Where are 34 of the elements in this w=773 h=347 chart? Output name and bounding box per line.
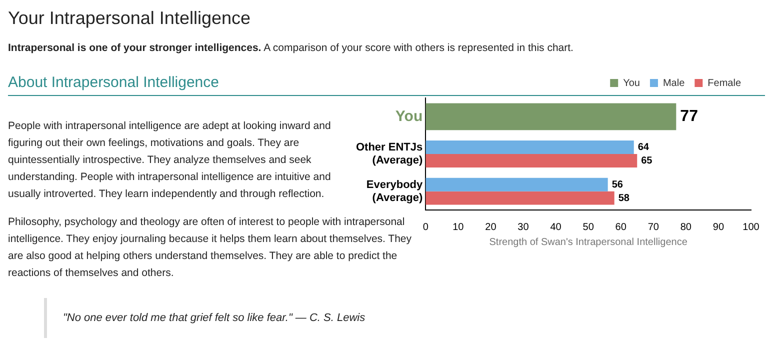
- x-tick-label: 70: [648, 222, 660, 233]
- x-tick-label: 30: [518, 222, 530, 233]
- bar: [426, 178, 608, 192]
- y-tick-label: Other ENTJs (Average): [356, 141, 423, 167]
- y-tick-label: Everybody (Average): [366, 178, 424, 204]
- data-label: 77: [680, 108, 698, 126]
- x-tick-label: 0: [422, 222, 429, 233]
- legend-label: You: [623, 78, 640, 89]
- bar: [426, 140, 634, 154]
- legend-label: Male: [662, 78, 686, 89]
- bar: [426, 103, 676, 130]
- text: Your Intrapersonal Intelligence: [8, 8, 250, 29]
- text: About Intrapersonal Intelligence: [8, 74, 219, 91]
- x-tick-label: 90: [712, 222, 724, 233]
- legend-label: Female: [708, 78, 742, 89]
- bar: [426, 154, 638, 168]
- text: "No one ever told me that grief felt so like fear." — C. S. Lewis: [44, 298, 563, 338]
- x-tick-label: 80: [680, 222, 692, 233]
- x-tick-label: 10: [452, 222, 464, 233]
- text: People with intrapersonal intelligence are adept at looking inward and figuring out their own feelings, motivations and goals. They are quintessentially introspective. They analyze themselves and seek understanding. People with intrapersonal intelligence are intuitive and usually introverted. They learn independently and through reflection.: [8, 119, 332, 202]
- data-label: 65: [641, 155, 653, 166]
- x-tick-label: 100: [742, 222, 760, 233]
- data-label: 56: [612, 179, 624, 190]
- text: Intrapersonal is one of your stronger intelligences. A comparison of your score with others is represented in this chart.: [8, 42, 574, 54]
- text: Philosophy, psychology and theology are often of interest to people with intrapersonal intelligence. They enjoy journaling because it helps them learn about themselves. They are also good at helping others understand themselves. They are able to predict the reactions of themselves and others.: [8, 216, 412, 279]
- x-axis-title: Strength of Swan's Intrapersonal Intelligence: [489, 236, 688, 248]
- x-tick-label: 40: [550, 222, 562, 233]
- x-tick-label: 20: [485, 222, 497, 233]
- y-tick-label: You: [395, 108, 423, 125]
- data-label: 58: [618, 192, 630, 204]
- x-tick-label: 60: [615, 222, 627, 233]
- bar: [426, 191, 614, 205]
- x-tick-label: 50: [582, 222, 594, 233]
- data-label: 64: [638, 142, 650, 154]
